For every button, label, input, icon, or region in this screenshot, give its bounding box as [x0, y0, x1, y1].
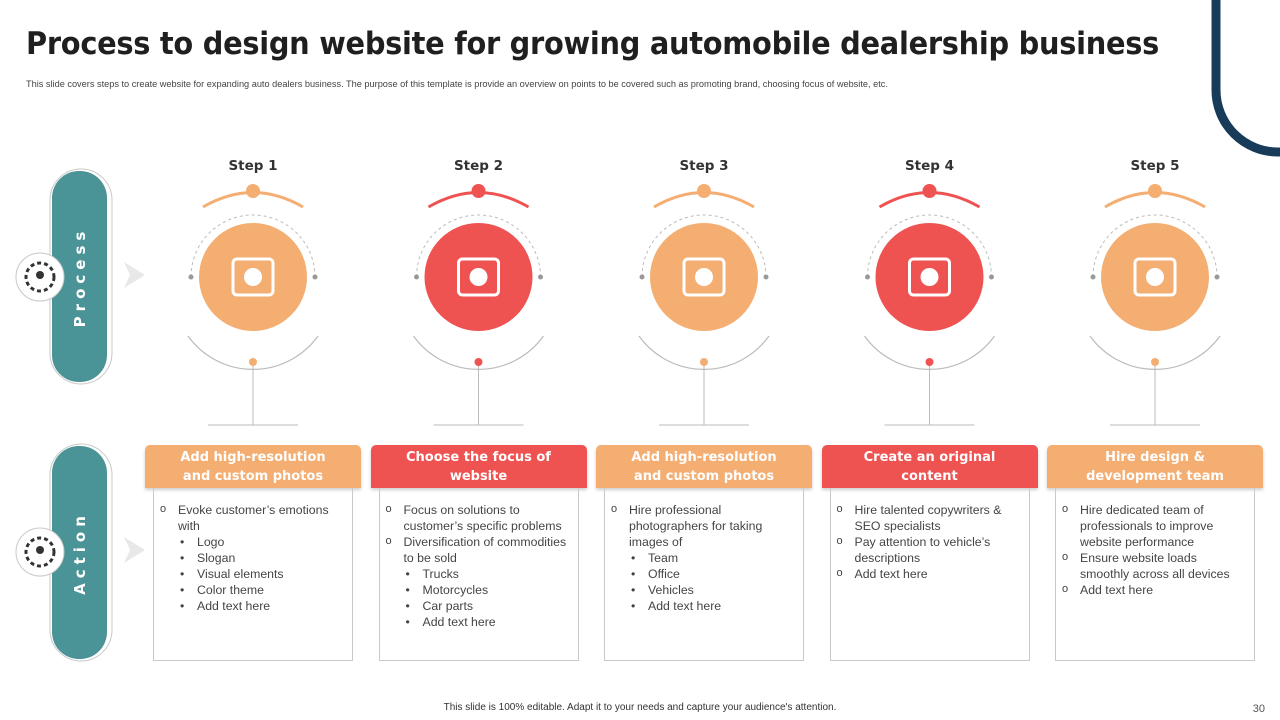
sub-bullet: Trucks	[406, 566, 572, 582]
subtitle: This slide covers steps to create websit…	[26, 79, 888, 89]
step-body: Focus on solutions to customer’s specifi…	[378, 488, 579, 661]
sub-bullet: Logo	[180, 534, 346, 550]
icon	[1146, 268, 1164, 286]
sub-bullet: Vehicles	[631, 582, 797, 598]
bullet: Diversification of commodities to be sol…	[386, 533, 572, 566]
side-dot	[1214, 274, 1220, 280]
bullet: Ensure website loads smoothly across all…	[1062, 549, 1248, 582]
side-dot	[1090, 274, 1096, 280]
title: Process to design website for growing au…	[26, 26, 1160, 62]
bullet: Add text here	[1062, 581, 1248, 598]
top-dot	[471, 184, 486, 198]
side-dot	[188, 274, 194, 280]
icon	[457, 257, 500, 297]
dashed-ring	[641, 214, 767, 278]
sub-bullet: Office	[631, 566, 797, 582]
icon	[920, 268, 939, 286]
sub-bullet: Slogan	[180, 550, 346, 566]
step-body: Hire dedicated team of professionals to …	[1055, 488, 1255, 661]
top-dot	[922, 184, 937, 198]
step-heading: Add high-resolution and custom photos	[180, 449, 326, 484]
row-label: Action	[71, 511, 89, 595]
step-label: Step 5	[1130, 158, 1180, 174]
step-label: Step 1	[228, 158, 278, 174]
step-label: Step 4	[904, 158, 955, 174]
top-dot	[1148, 184, 1162, 198]
step-body: Evoke customer’s emotions withLogoSlogan…	[153, 488, 353, 661]
sub-bullet: Motorcycles	[406, 582, 572, 598]
step-heading: Add high-resolution and custom photos	[631, 449, 777, 484]
bullet: Hire dedicated team of professionals to …	[1062, 501, 1248, 550]
step-body: Hire professional photographers for taki…	[604, 488, 804, 661]
step-heading-box: Add high-resolution and custom photos	[145, 445, 361, 488]
side-dot	[865, 274, 870, 280]
sub-bullet: Car parts	[406, 598, 572, 614]
sub-bullet: Visual elements	[180, 566, 346, 582]
sub-bullet: Add text here	[631, 598, 797, 614]
side-dot	[312, 274, 318, 280]
step-heading-box: Choose the focus of website	[370, 445, 587, 488]
bullet: Hire professional photographers for taki…	[611, 501, 797, 550]
footer-note: This slide is 100% editable. Adapt it to…	[443, 702, 837, 713]
step-heading-box: Create an original content	[821, 445, 1038, 488]
bullet: Focus on solutions to customer’s specifi…	[386, 501, 572, 534]
page-number: 30	[1252, 703, 1265, 715]
bottom-dot	[925, 358, 934, 366]
bullet: Evoke customer’s emotions with	[160, 501, 346, 534]
icon	[908, 257, 951, 297]
row-pills	[15, 168, 145, 662]
dashed-ring	[1092, 214, 1218, 278]
sub-bullet: Color theme	[180, 582, 346, 598]
icon	[244, 268, 262, 286]
step-heading-box: Add high-resolution and custom photos	[596, 445, 812, 488]
bullet: Pay attention to vehicle’s descriptions	[837, 533, 1023, 566]
sub-bullet: Add text here	[180, 598, 346, 614]
dashed-ring	[867, 214, 992, 278]
side-dot	[639, 274, 645, 280]
icon	[1133, 257, 1177, 297]
icon	[231, 257, 275, 297]
bottom-dot	[1151, 358, 1159, 366]
row-label: Process	[71, 226, 89, 328]
dashed-ring	[190, 214, 316, 278]
step-heading: Create an original content	[863, 449, 996, 484]
sub-bullet: Add text here	[406, 614, 572, 630]
side-dot	[414, 274, 419, 280]
step-label: Step 3	[679, 158, 729, 174]
side-dot	[989, 274, 994, 280]
step-heading: Hire design & development team	[1086, 449, 1224, 484]
icon	[469, 268, 488, 286]
corner-decoration	[1211, 0, 1280, 157]
icon	[695, 268, 713, 286]
top-dot	[697, 184, 711, 198]
bottom-dot	[474, 358, 483, 366]
step-label: Step 2	[453, 158, 504, 174]
side-dot	[538, 274, 543, 280]
bullet: Add text here	[837, 565, 1023, 582]
icon	[682, 257, 726, 297]
dashed-ring	[416, 214, 541, 278]
step-heading: Choose the focus of website	[406, 449, 551, 484]
step-body: Hire talented copywriters & SEO speciali…	[829, 488, 1030, 661]
bottom-dot	[700, 358, 708, 366]
step-heading-box: Hire design & development team	[1047, 445, 1263, 488]
side-dot	[763, 274, 769, 280]
bottom-dot	[249, 358, 257, 366]
top-dot	[246, 184, 260, 198]
sub-bullet: Team	[631, 550, 797, 566]
bullet: Hire talented copywriters & SEO speciali…	[837, 501, 1023, 534]
